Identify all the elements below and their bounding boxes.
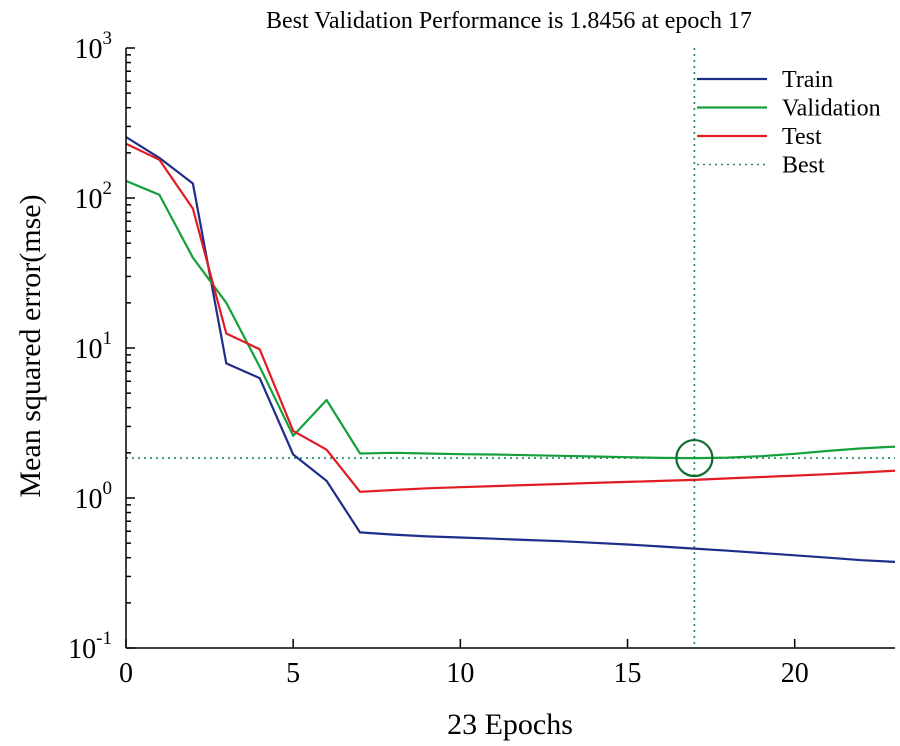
y-tick-label: 103 bbox=[75, 28, 113, 65]
series-line-validation bbox=[125, 179, 896, 460]
y-axis-label: Mean squared error(mse) bbox=[14, 194, 47, 497]
legend-label-validation: Validation bbox=[782, 96, 881, 122]
x-tick-label: 15 bbox=[614, 658, 642, 689]
x-tick-label: 0 bbox=[119, 658, 133, 689]
y-tick-label: 100 bbox=[75, 478, 113, 515]
y-tick-label: 10-1 bbox=[68, 628, 112, 665]
tick-marks bbox=[125, 47, 796, 649]
x-tick-label: 5 bbox=[286, 658, 300, 689]
x-tick-label: 20 bbox=[781, 658, 809, 689]
legend-label-train: Train bbox=[782, 67, 833, 93]
y-tick-label: 101 bbox=[75, 328, 113, 365]
best-point-marker bbox=[675, 438, 714, 478]
chart-title: Best Validation Performance is 1.8456 at… bbox=[266, 8, 752, 34]
tick-labels: 0 5 10 15 20 103 102 101 100 10-1 bbox=[68, 28, 809, 689]
y-tick-label: 102 bbox=[75, 178, 113, 215]
legend-label-best: Best bbox=[782, 153, 825, 179]
x-tick-label: 10 bbox=[446, 658, 474, 689]
best-marker bbox=[675, 438, 714, 478]
series-lines bbox=[125, 136, 896, 563]
best-reference-lines bbox=[126, 48, 895, 648]
x-axis-label: 23 Epochs bbox=[447, 708, 573, 741]
series-line-train bbox=[125, 136, 896, 563]
legend-label-test: Test bbox=[782, 124, 822, 150]
series-line-test bbox=[125, 142, 896, 493]
